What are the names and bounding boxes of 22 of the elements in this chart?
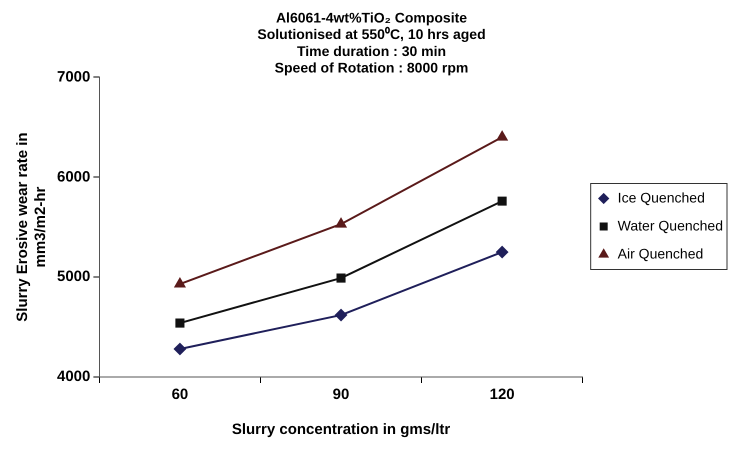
legend-label: Air Quenched — [618, 245, 704, 262]
point — [174, 278, 186, 288]
x-axis-title: Slurry concentration in gms/ltr — [232, 421, 450, 438]
x-tick-label: 60 — [172, 386, 188, 404]
x-tick-label: 120 — [490, 386, 515, 404]
point — [335, 309, 348, 322]
point — [496, 246, 508, 258]
point — [498, 196, 507, 206]
chart-title: Al6061-4wt%TiO₂ Composite Solutionised at 550⁰C, 10 hrs aged Time duration : 30 min Speed of Rotation : 8000 rpm — [257, 9, 486, 76]
point — [496, 131, 508, 141]
legend-label: Water Quenched — [618, 217, 724, 234]
point — [175, 318, 184, 328]
y-tick-label: 6000 — [56, 168, 90, 186]
y-axis-title: Slurry Erosive wear rate in mm3/m2-hr — [14, 132, 50, 322]
y-tick-label: 7000 — [56, 68, 90, 86]
point — [336, 274, 346, 283]
x-tick-label: 90 — [332, 386, 350, 404]
point — [174, 343, 186, 356]
legend-label: Ice Quenched — [618, 189, 705, 206]
point — [336, 218, 346, 228]
y-tick-label: 5000 — [56, 268, 90, 286]
y-tick-label: 4000 — [56, 368, 90, 386]
